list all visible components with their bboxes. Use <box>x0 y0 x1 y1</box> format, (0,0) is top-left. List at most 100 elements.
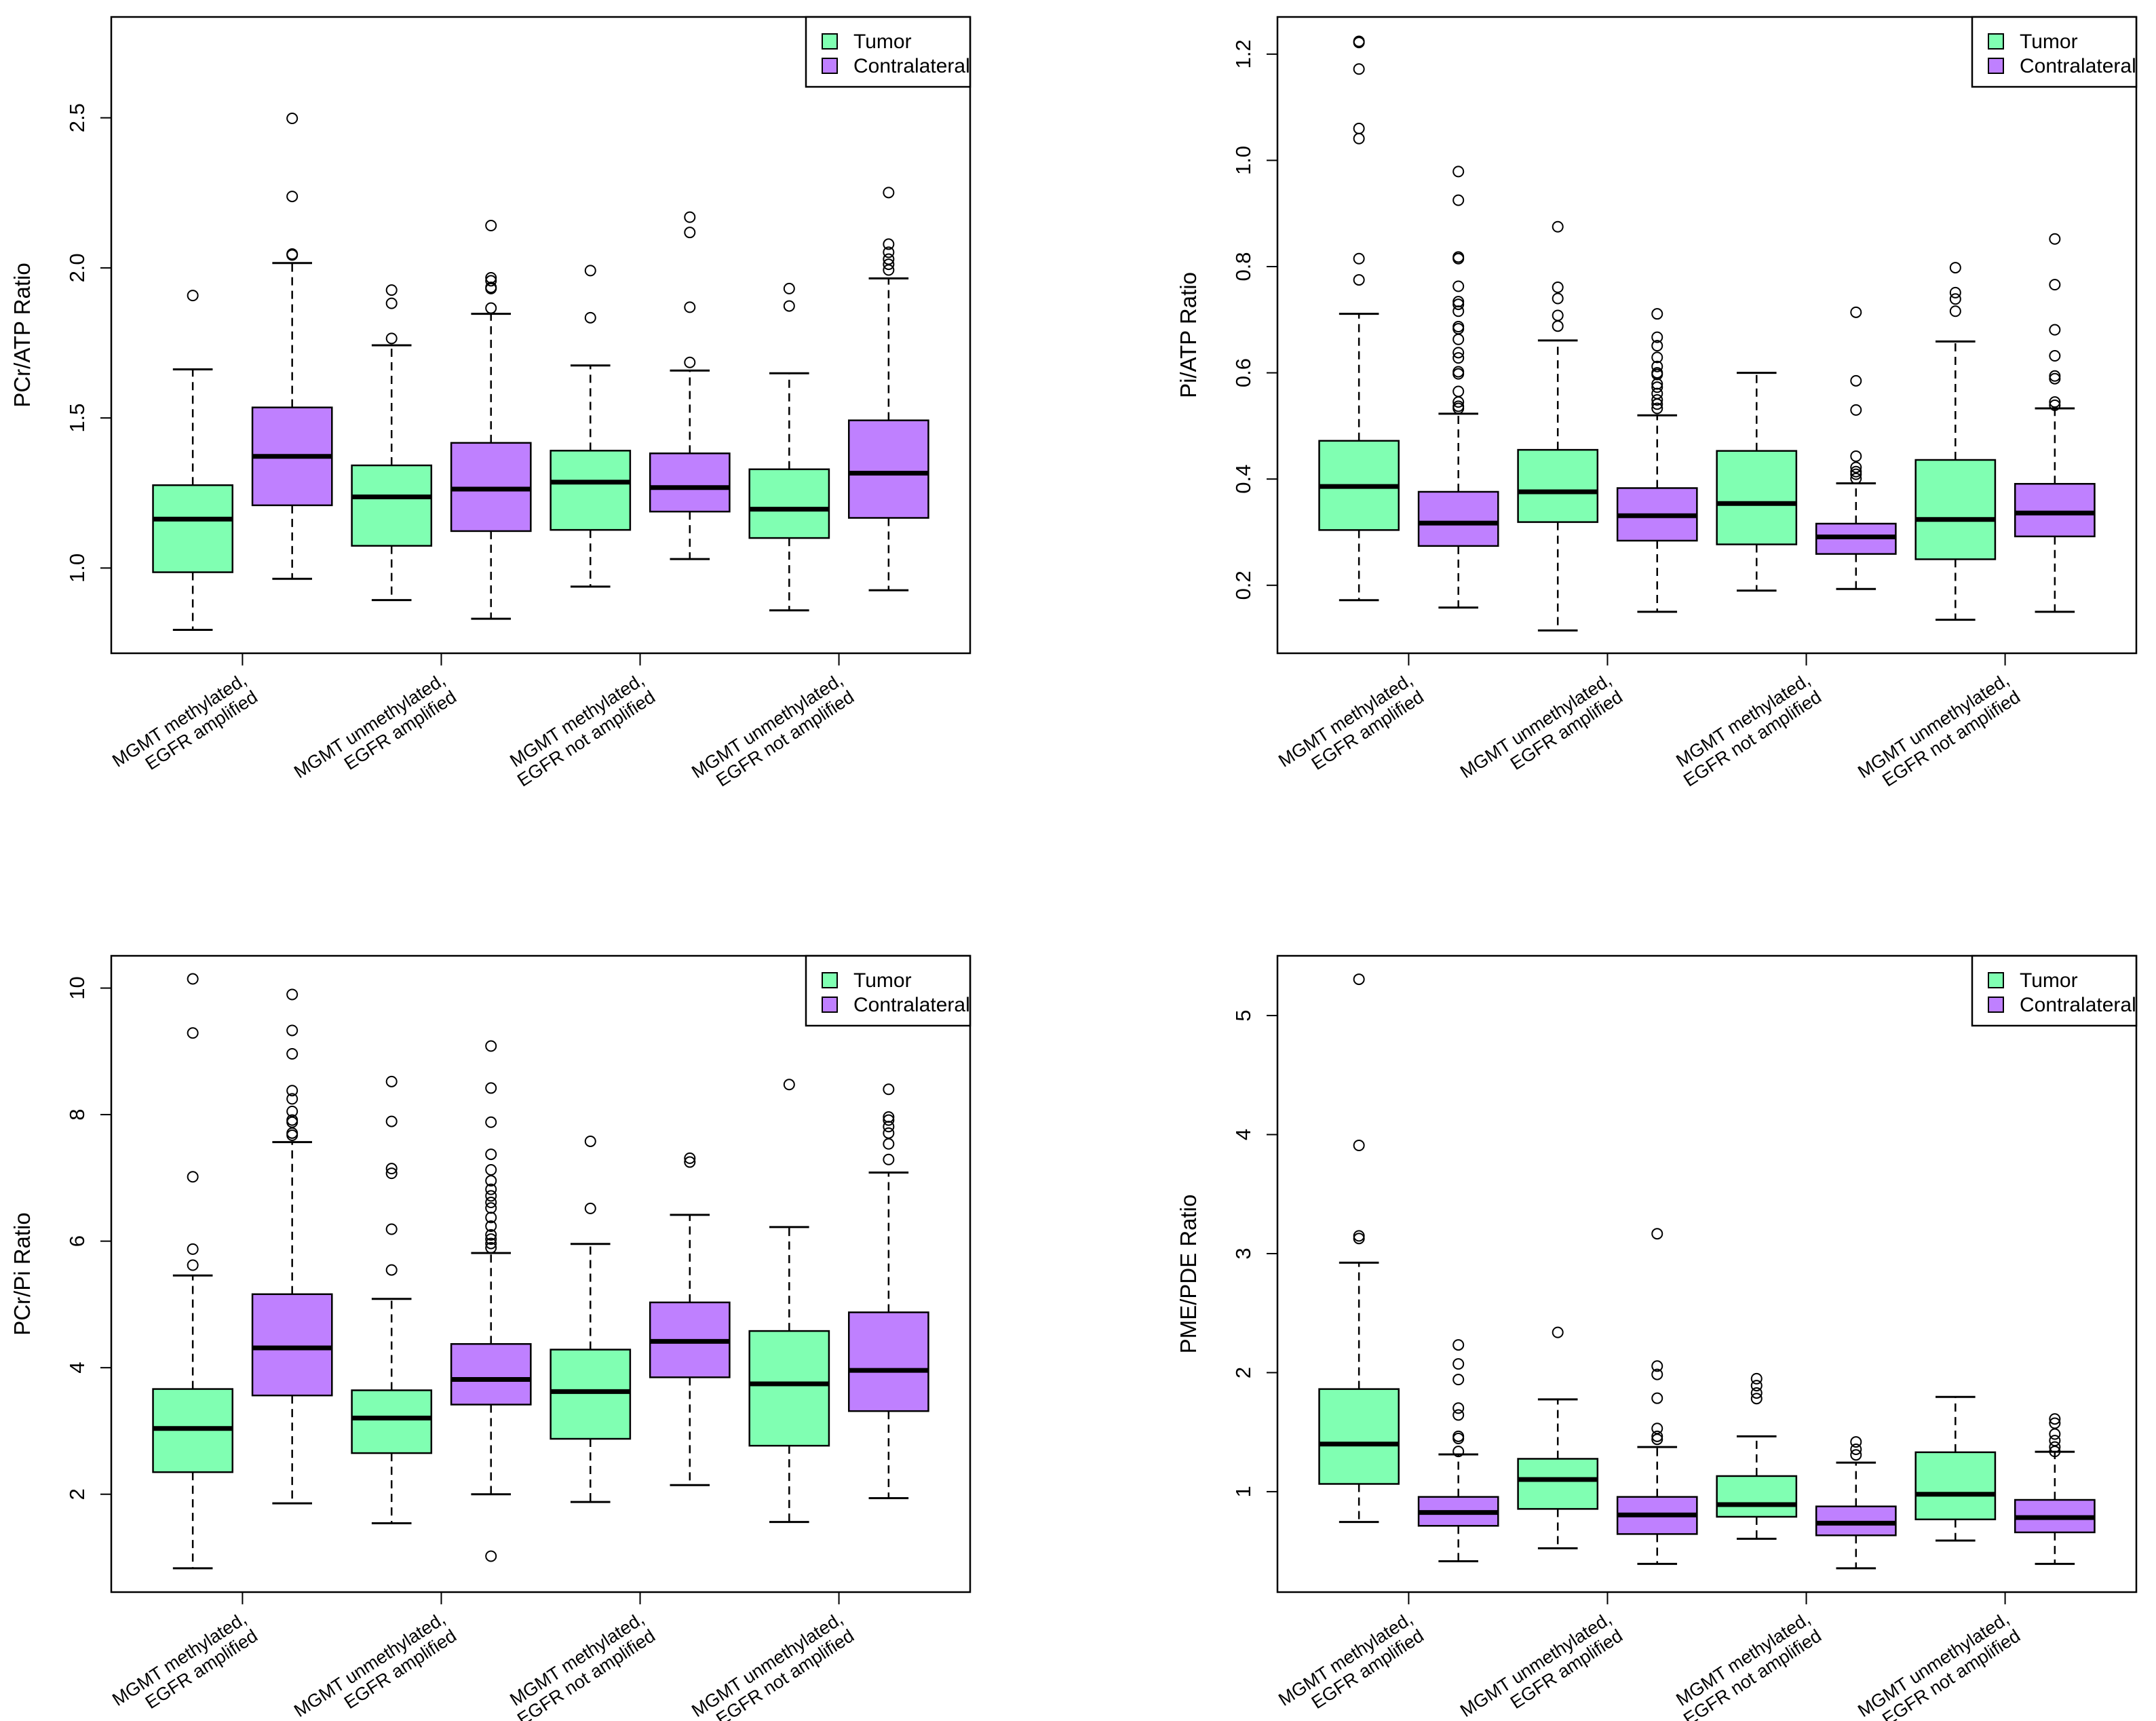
outlier-point <box>684 211 696 223</box>
box-iqr <box>351 1389 433 1454</box>
box-contralateral <box>251 113 333 580</box>
outlier-point <box>286 1129 299 1142</box>
outlier-point <box>286 249 299 261</box>
y-tick-label: 4 <box>1231 1129 1255 1140</box>
outlier-point <box>1651 331 1663 343</box>
outlier-point <box>1651 398 1663 410</box>
box-tumor <box>550 1135 632 1503</box>
box-tumor <box>1517 220 1599 632</box>
y-tick-label: 1.0 <box>1231 146 1255 175</box>
box-tumor <box>351 284 433 602</box>
y-axis-title: PCr/Pi Ratio <box>9 1212 35 1336</box>
outlier-point <box>1850 374 1862 387</box>
outlier-point <box>2049 1413 2061 1425</box>
outlier-point <box>1452 252 1465 265</box>
outlier-point <box>187 1259 199 1271</box>
outlier-point <box>1353 122 1365 134</box>
outlier-point <box>485 1196 497 1208</box>
outlier-point <box>286 1116 299 1128</box>
x-category-label: MGMT methylated,EGFR amplified <box>1275 1608 1427 1721</box>
outlier-point <box>1651 1228 1663 1240</box>
outlier-point <box>1452 1432 1465 1444</box>
outlier-point <box>485 1082 497 1094</box>
outlier-point <box>485 220 497 232</box>
outlier-point <box>485 1212 497 1224</box>
outlier-point <box>883 1121 895 1133</box>
outlier-point <box>883 1083 895 1096</box>
outlier-point <box>1750 1372 1763 1385</box>
legend-swatch-contralateral <box>822 58 838 74</box>
outlier-point <box>1552 309 1564 322</box>
outlier-point <box>1850 1436 1862 1448</box>
legend-label-contralateral: Contralateral <box>2020 994 2136 1016</box>
legend-label-contralateral: Contralateral <box>853 55 970 77</box>
y-tick-label: 0.8 <box>1231 252 1255 281</box>
outlier-point <box>1552 220 1564 233</box>
outlier-point <box>1750 1393 1763 1405</box>
box-contralateral <box>1815 1436 1897 1570</box>
outlier-point <box>584 311 596 324</box>
outlier-point <box>1949 305 1961 317</box>
y-tick-label: 0.4 <box>1231 465 1255 494</box>
box-iqr <box>847 419 929 519</box>
x-category-label: MGMT unmethylated,EGFR amplified <box>1457 670 1626 799</box>
outlier-point <box>1353 37 1365 49</box>
box-contralateral <box>450 220 532 620</box>
outlier-point <box>485 1164 497 1176</box>
legend-label-tumor: Tumor <box>853 969 912 992</box>
box-iqr <box>550 1349 632 1440</box>
outlier-point <box>485 1237 497 1250</box>
legend-swatch-tumor <box>822 972 838 988</box>
box-contralateral <box>1815 306 1897 590</box>
outlier-point <box>2049 1428 2061 1440</box>
box-iqr <box>251 1293 333 1397</box>
legend-box <box>805 954 971 1027</box>
y-tick-label: 10 <box>65 976 89 999</box>
x-category-label-line: EGFR not amplified <box>514 1625 659 1721</box>
box-iqr <box>1914 1451 1997 1521</box>
y-tick-label: 1.2 <box>1231 39 1255 69</box>
outlier-point <box>883 1153 895 1165</box>
outlier-point <box>1850 1443 1862 1455</box>
outlier-point <box>286 113 299 125</box>
outlier-point <box>1651 351 1663 364</box>
outlier-point <box>1750 1387 1763 1399</box>
box-tumor <box>1517 1326 1599 1549</box>
outlier-point <box>485 1040 497 1052</box>
x-category-label: MGMT methylated,EGFR not amplified <box>503 1608 659 1721</box>
outlier-point <box>883 1114 895 1126</box>
outlier-point <box>485 1116 497 1128</box>
outlier-point <box>1850 472 1862 484</box>
outlier-point <box>385 1167 398 1180</box>
outlier-point <box>1452 1402 1465 1414</box>
outlier-point <box>684 301 696 313</box>
outlier-point <box>1353 274 1365 286</box>
outlier-point <box>1850 461 1862 473</box>
outlier-point <box>883 238 895 250</box>
outlier-point <box>1452 1339 1465 1351</box>
box-contralateral <box>649 211 731 560</box>
box-iqr <box>450 1342 532 1406</box>
legend-swatch-contralateral <box>1988 997 2004 1013</box>
plot-frame <box>1276 954 2138 1593</box>
outlier-point <box>883 1138 895 1150</box>
legend-box <box>805 16 971 88</box>
outlier-point <box>1452 194 1465 206</box>
x-category-label-line: EGFR not amplified <box>712 1625 858 1721</box>
box-iqr <box>1417 490 1499 547</box>
outlier-point <box>286 191 299 203</box>
outlier-point <box>1651 1392 1663 1404</box>
outlier-point <box>684 1152 696 1164</box>
outlier-point <box>2049 396 2061 408</box>
outlier-point <box>1949 286 1961 298</box>
box-iqr <box>1517 1458 1599 1510</box>
box-iqr <box>1914 459 1997 560</box>
outlier-point <box>2049 350 2061 362</box>
outlier-point <box>485 1550 497 1562</box>
x-category-label: MGMT methylated,EGFR not amplified <box>1669 1608 1825 1721</box>
box-iqr <box>748 468 830 539</box>
outlier-point <box>2049 399 2061 411</box>
pcr-pi-panel: 2 4 6 8 10 PCr/Pi Ratio MGMT methylated,EGFR a… <box>9 954 971 1721</box>
outlier-point <box>1651 308 1663 320</box>
outlier-point <box>485 282 497 294</box>
